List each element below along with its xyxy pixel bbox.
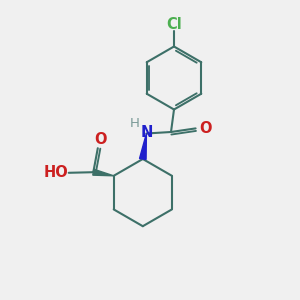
Text: N: N (141, 125, 153, 140)
Text: O: O (94, 132, 106, 147)
Polygon shape (93, 169, 114, 176)
Polygon shape (140, 134, 146, 160)
Text: HO: HO (43, 165, 68, 180)
Text: Cl: Cl (167, 17, 182, 32)
Text: H: H (130, 117, 140, 130)
Text: O: O (199, 121, 211, 136)
